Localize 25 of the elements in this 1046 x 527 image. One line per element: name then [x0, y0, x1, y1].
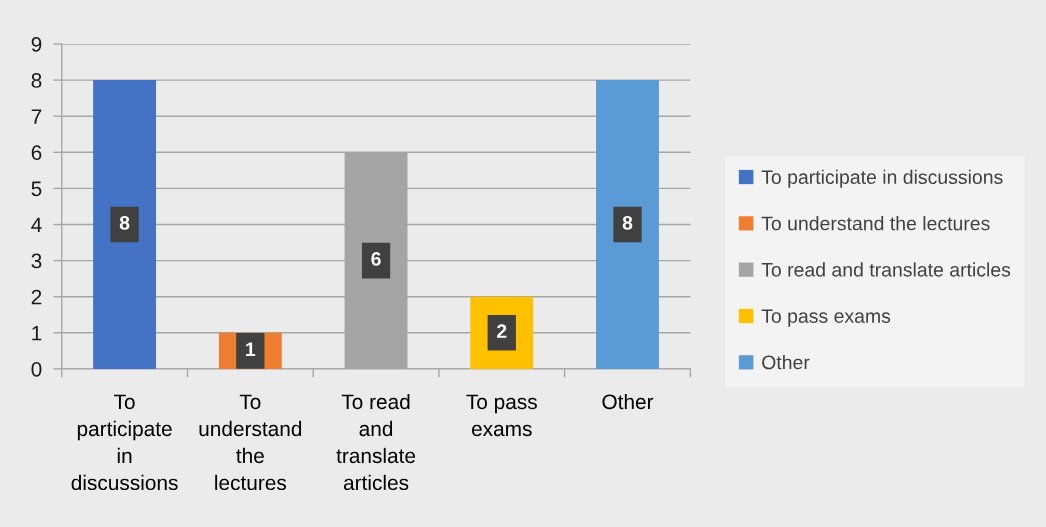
- y-tick-label: 0: [31, 361, 42, 377]
- y-tick-label: 6: [31, 145, 42, 161]
- x-tick-label: To pass exams: [466, 394, 537, 437]
- data-label: 6: [371, 252, 381, 266]
- y-tick-label: 3: [31, 253, 42, 269]
- x-tick-label: To understand the lectures: [199, 394, 302, 491]
- x-tick-label: Other: [602, 393, 654, 410]
- x-tick-label: To participate in discussions: [71, 394, 178, 491]
- y-tick-label: 4: [31, 217, 42, 233]
- legend-label: To understand the lectures: [761, 216, 990, 231]
- data-label: 1: [246, 342, 256, 356]
- y-tick-label: 8: [31, 73, 42, 88]
- legend-label: To pass exams: [761, 309, 891, 327]
- y-tick-label: 9: [31, 37, 42, 52]
- legend-label: To participate in discussions: [761, 169, 1003, 188]
- legend-label: Other: [762, 355, 810, 370]
- x-tick-label: To read and translate articles: [336, 393, 416, 491]
- y-tick-label: 1: [32, 326, 42, 341]
- data-label: 8: [622, 215, 633, 230]
- legend-label: To read and translate articles: [761, 262, 1011, 277]
- y-tick-label: 5: [31, 181, 42, 197]
- y-tick-label: 7: [31, 109, 42, 124]
- data-label: 2: [497, 324, 507, 338]
- y-tick-label: 2: [31, 289, 42, 305]
- data-label: 8: [119, 215, 130, 230]
